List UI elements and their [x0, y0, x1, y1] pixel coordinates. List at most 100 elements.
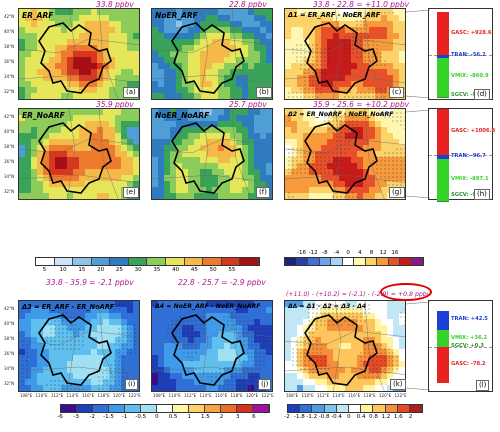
colorbar-tick-label: -0.8 — [318, 414, 330, 420]
bar-gasc — [437, 12, 449, 55]
colorbar-tick-label: -2 — [89, 414, 96, 420]
panel-b-value: 22.8 ppbv — [229, 0, 267, 9]
colorbar-tick-label: 0.4 — [356, 414, 366, 420]
colorbar-swatch — [285, 258, 297, 265]
map-panel-k — [284, 300, 406, 392]
colorbar-swatch — [336, 405, 349, 412]
colorbar-tiny-difference — [287, 404, 423, 413]
bar-tran — [437, 155, 449, 160]
lat-tick-label: 36°N — [4, 59, 15, 64]
colorbar-swatch — [373, 405, 386, 412]
colorbar-tick-label: -4 — [333, 250, 340, 256]
lon-tick-label: 114°E — [332, 393, 345, 398]
map-panel-f — [151, 108, 273, 200]
bar-label-sgcv: SGCV: -9.5 — [451, 92, 482, 98]
lon-tick-label: 118°E — [230, 393, 243, 398]
bar-label-vmix: VMIX: -897.1 — [451, 176, 489, 183]
lat-tick-label: 38°N — [4, 44, 15, 49]
panel-b-title: NoER_ARF — [155, 11, 198, 20]
colorbar-tick-label: -3 — [73, 414, 79, 420]
panel-a-value: 33.8 ppbv — [96, 0, 134, 9]
bar-vmix — [437, 159, 449, 201]
colorbar-tick-label: -0.4 — [331, 414, 342, 420]
panel-g-value: 35.9 - 25.6 = +10.2 ppbv — [313, 100, 410, 109]
colorbar-tick-label: 2 — [408, 414, 413, 420]
lat-tick-label: 34°N — [4, 174, 15, 179]
lat-tick-label: 32°N — [4, 381, 15, 386]
colorbar-tick-label: 30 — [134, 267, 142, 273]
colorbar-swatch — [308, 258, 320, 265]
colorbar-tick-label: 25 — [115, 267, 123, 273]
colorbar-swatch — [411, 258, 423, 265]
map-k-field — [285, 301, 405, 391]
map-panel-e — [18, 108, 140, 200]
colorbar-swatch — [36, 258, 55, 265]
region-boundary — [304, 314, 378, 386]
region-boundary — [38, 314, 112, 386]
lat-tick-label: 36°N — [4, 159, 15, 164]
lat-tick-label: 34°N — [4, 74, 15, 79]
lon-tick-label: 122°E — [394, 393, 407, 398]
bar-label-sgcv: SGCV: -9.9 — [451, 192, 482, 198]
lat-tick-label: 34°N — [4, 366, 15, 371]
map-panel-b — [151, 8, 273, 100]
panel-l-label: (l) — [476, 380, 490, 391]
panel-e-title: ER_NoARF — [22, 111, 65, 120]
lat-tick-label: 40°N — [4, 129, 15, 134]
map-b-field — [152, 9, 272, 99]
colorbar-tick-label: -6 — [57, 414, 63, 420]
bar-label-tran: TRAN: -56.2 — [451, 52, 486, 59]
colorbar-swatch — [141, 405, 157, 412]
bar-label-tran: TRAN: +42.5 — [451, 316, 488, 323]
colorbar-tick-label: -1.5 — [103, 414, 114, 420]
panel-b-label: (b) — [256, 87, 272, 98]
panel-k-value: (+11.0) - (+10.2) = (-2.1) - (-2.9) = +0… — [286, 291, 431, 298]
panel-i-value: 33.8 - 35.9 = -2.1 ppbv — [46, 278, 134, 287]
colorbar-tick-label: -0.5 — [135, 414, 147, 420]
panel-a-label: (a) — [123, 87, 139, 98]
colorbar-tick-label: 1.6 — [393, 414, 403, 420]
panel-i-title: Δ3 = ER_ARF - ER_NoARF — [22, 303, 115, 311]
colorbar-swatch — [93, 405, 109, 412]
bar-sgcv — [437, 97, 449, 99]
bar-label-vmix: VMIX: +36.2 — [451, 334, 488, 341]
map-g-field — [285, 109, 405, 199]
map-c-field — [285, 9, 405, 99]
colorbar-swatch — [361, 405, 374, 412]
panel-f-label: (f) — [256, 187, 270, 198]
zero-line — [429, 347, 492, 348]
colorbar-tick-label: 8 — [369, 250, 374, 256]
colorbar-swatch — [348, 405, 362, 412]
colorbar-tick-label: -16 — [297, 250, 306, 256]
colorbar-tick-label: 20 — [97, 267, 105, 273]
colorbar-tick-label: 12 — [379, 250, 387, 256]
colorbar-swatch — [296, 258, 308, 265]
bar-vmix — [437, 330, 449, 347]
bar-panel-h: GASC: +1006.8 TRAN: -96.7 VMIX: -897.1 SGCV… — [428, 108, 496, 202]
lon-tick-label: 108°E — [20, 393, 33, 398]
map-e-field — [19, 109, 139, 199]
lon-tick-label: 108°E — [286, 393, 299, 398]
colorbar-tick-label: -1.2 — [306, 414, 318, 420]
bar-gasc — [437, 108, 449, 155]
colorbar-swatch — [54, 258, 74, 265]
lon-tick-label: 120°E — [246, 393, 259, 398]
map-i-field — [19, 301, 139, 391]
bar-panel-l: SGCV: +0.3 VMIX: +36.2 TRAN: +42.5 GASC: -7… — [428, 300, 493, 392]
panel-k-title: Δ∆ = Δ1 - Δ2 = Δ3 - Δ4 — [288, 303, 367, 310]
lon-tick-label: 112°E — [317, 393, 330, 398]
bar-label-gasc: GASC: +1006.8 — [451, 127, 496, 134]
colorbar-tick-label: 5 — [42, 267, 47, 273]
colorbar-swatch — [166, 258, 185, 265]
lon-tick-label: 120°E — [379, 393, 392, 398]
panel-f-title: NoER_NoARF — [155, 111, 210, 120]
colorbar-swatch — [203, 258, 222, 265]
colorbar-swatch — [377, 258, 389, 265]
bar-sgcv — [437, 200, 449, 202]
map-panel-j — [151, 300, 273, 392]
colorbar-tick-label: 2 — [219, 414, 224, 420]
colorbar-swatch — [300, 405, 313, 412]
colorbar-swatch — [397, 405, 410, 412]
colorbar-tick-label: -12 — [308, 250, 318, 256]
lat-tick-label: 42°N — [4, 14, 15, 19]
